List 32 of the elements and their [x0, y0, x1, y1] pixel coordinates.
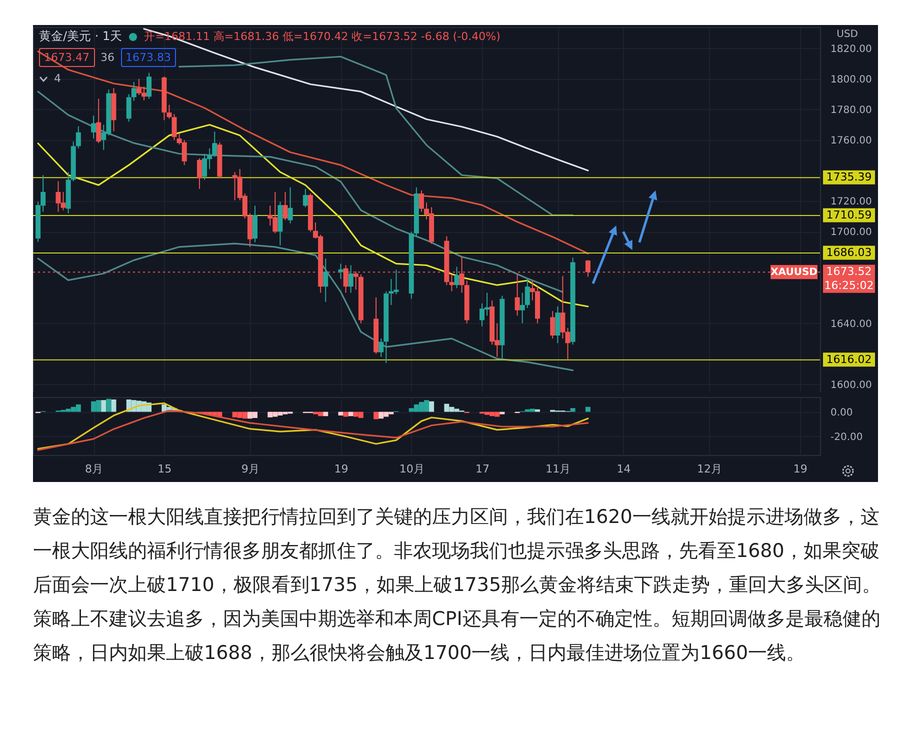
annotation: 4 — [54, 71, 61, 86]
x-tick-label: 8月 — [85, 462, 104, 476]
y-tick-label: 1700.00 — [830, 227, 872, 238]
x-tick-label: 10月 — [399, 462, 424, 476]
ref-line-label: 1616.02 — [826, 352, 872, 366]
text: 黄金的这一根大阳线直接把行情拉回到了关键的压力区间，我们在1620一线就开始提示进场做多，这一根大阳线的福利行情很多朋友都抓住了。非农现场我们也提示强多头思路，先看至1680，如果突破后面会一次上破1710，极限看到1735，如果上破1735那么黄金将结束下跌走势，重回大多头区间。策略上不建议去追多，因为美国中期选举和本周CPI还具有一定的不确定性。短期回调做多是最稳健的策略，日内如果上破1688，那么很快将会触及1700一线，日内最佳进场位置为1660一线。 — [33, 505, 882, 666]
x-tick-label: 19 — [793, 462, 808, 476]
y-tick-label: 1600.00 — [830, 380, 872, 391]
ref-line-label: 1673.52 16:25:02 — [824, 265, 874, 292]
y-tick-label: 0.00 — [830, 407, 853, 418]
y-axis-title: USD — [836, 29, 858, 40]
y-tick-label: 1820.00 — [830, 44, 872, 55]
y-tick-label: 1760.00 — [830, 136, 872, 147]
x-tick-label: 15 — [158, 462, 172, 476]
annotation: 1673.83 — [120, 48, 176, 67]
y-tick-label: 1800.00 — [830, 74, 872, 86]
y-tick-label: 1780.00 — [830, 104, 872, 116]
chart-title: 黄金/美元 · 1天 — [39, 29, 122, 44]
y-tick-label: 1640.00 — [830, 318, 872, 330]
x-tick-label: 12月 — [697, 462, 722, 476]
ref-line-label: 1735.39 — [826, 170, 872, 184]
ref-line-label: 1710.59 — [826, 208, 872, 222]
annotation: 36 — [100, 50, 114, 65]
x-tick-label: 9月 — [241, 462, 260, 476]
x-tick-label: 17 — [475, 462, 490, 476]
y-tick-label: -20.00 — [830, 432, 863, 443]
ref-line-label: 1686.03 — [826, 246, 872, 259]
x-tick-label: 11月 — [546, 462, 571, 476]
annotation: XAUUSD — [770, 267, 818, 278]
x-tick-label: 14 — [616, 462, 631, 476]
y-tick-label: 1720.00 — [830, 196, 872, 208]
x-tick-label: 19 — [334, 462, 348, 476]
